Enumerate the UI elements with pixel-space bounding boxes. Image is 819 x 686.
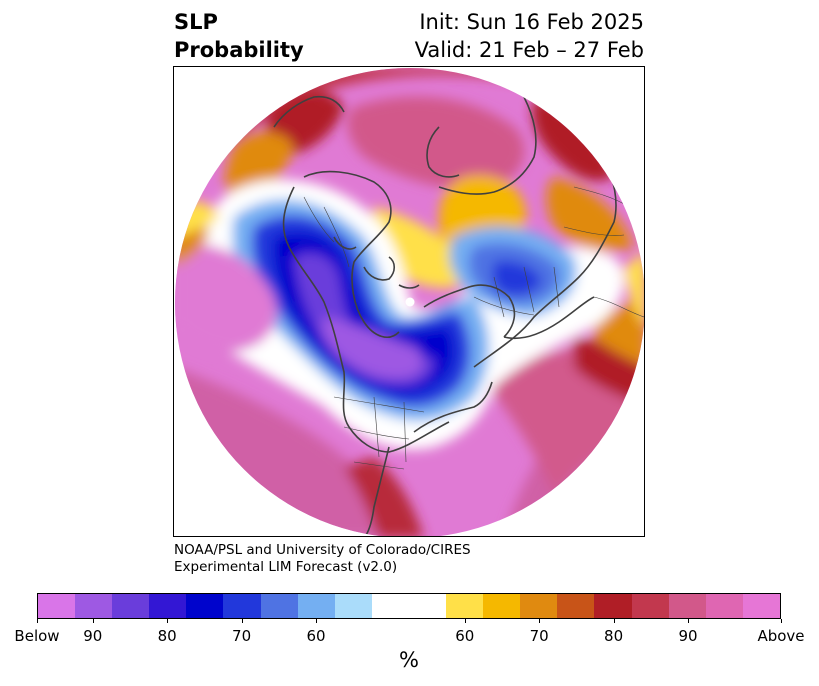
colorbar-segment	[186, 594, 224, 618]
colorbar-tick-mark	[37, 619, 38, 623]
colorbar-segment	[75, 594, 113, 618]
credit: NOAA/PSL and University of Colorado/CIRE…	[174, 542, 471, 576]
colorbar-segment	[297, 594, 335, 618]
colorbar-tick-label: Below	[14, 627, 60, 645]
colorbar-segment	[668, 594, 706, 618]
colorbar-segment	[149, 594, 187, 618]
colorbar-segment	[631, 594, 669, 618]
colorbar-segment	[594, 594, 632, 618]
colorbar-tick-mark	[781, 619, 782, 623]
colorbar-tick-mark	[316, 619, 317, 623]
colorbar-tick-label: 90	[678, 627, 698, 645]
title-line-1: SLP	[174, 10, 218, 34]
colorbar-tick-mark	[241, 619, 243, 623]
borders	[303, 186, 644, 470]
init-date: Init: Sun 16 Feb 2025	[419, 10, 644, 34]
colorbar-segment	[371, 594, 447, 618]
credit-line-1: NOAA/PSL and University of Colorado/CIRE…	[174, 542, 471, 558]
colorbar-tick-label: 80	[157, 627, 177, 645]
colorbar-segment	[38, 594, 76, 618]
colorbar	[37, 593, 781, 619]
colorbar-tick-mark	[688, 619, 689, 623]
pole-marker	[405, 297, 415, 307]
colorbar-segment	[112, 594, 150, 618]
colorbar-segment	[520, 594, 558, 618]
probability-field	[175, 68, 644, 536]
colorbar-segment	[742, 594, 780, 618]
coastlines	[273, 95, 617, 536]
colorbar-segment	[483, 594, 521, 618]
colorbar-segment	[557, 594, 595, 618]
colorbar-tick-mark	[92, 619, 94, 623]
colorbar-tick-label: 60	[306, 627, 326, 645]
colorbar-tick-label: 80	[604, 627, 624, 645]
colorbar-tick-label: 90	[83, 627, 103, 645]
colorbar-segment	[705, 594, 743, 618]
map-title: SLP Probability	[174, 8, 304, 64]
colorbar-tick-mark	[539, 619, 541, 623]
forecast-dates: Init: Sun 16 Feb 2025 Valid: 21 Feb – 27…	[415, 8, 644, 64]
colorbar-tick-mark	[613, 619, 615, 623]
colorbar-segment	[260, 594, 298, 618]
colorbar-tick-mark	[167, 619, 169, 623]
credit-line-2: Experimental LIM Forecast (v2.0)	[174, 559, 398, 575]
valid-range: Valid: 21 Feb – 27 Feb	[414, 38, 644, 62]
polar-map-svg	[175, 68, 644, 536]
colorbar-tick-label: 70	[232, 627, 252, 645]
colorbar-tick-label: 60	[455, 627, 475, 645]
colorbar-segment	[223, 594, 261, 618]
colorbar-segment	[446, 594, 484, 618]
colorbar-unit: %	[399, 648, 419, 672]
probability-map	[173, 66, 645, 537]
colorbar-tick-label: Above	[757, 627, 805, 645]
colorbar-tick-label: 70	[529, 627, 549, 645]
colorbar-segment	[334, 594, 372, 618]
title-line-2: Probability	[174, 38, 304, 62]
colorbar-tick-mark	[464, 619, 466, 623]
